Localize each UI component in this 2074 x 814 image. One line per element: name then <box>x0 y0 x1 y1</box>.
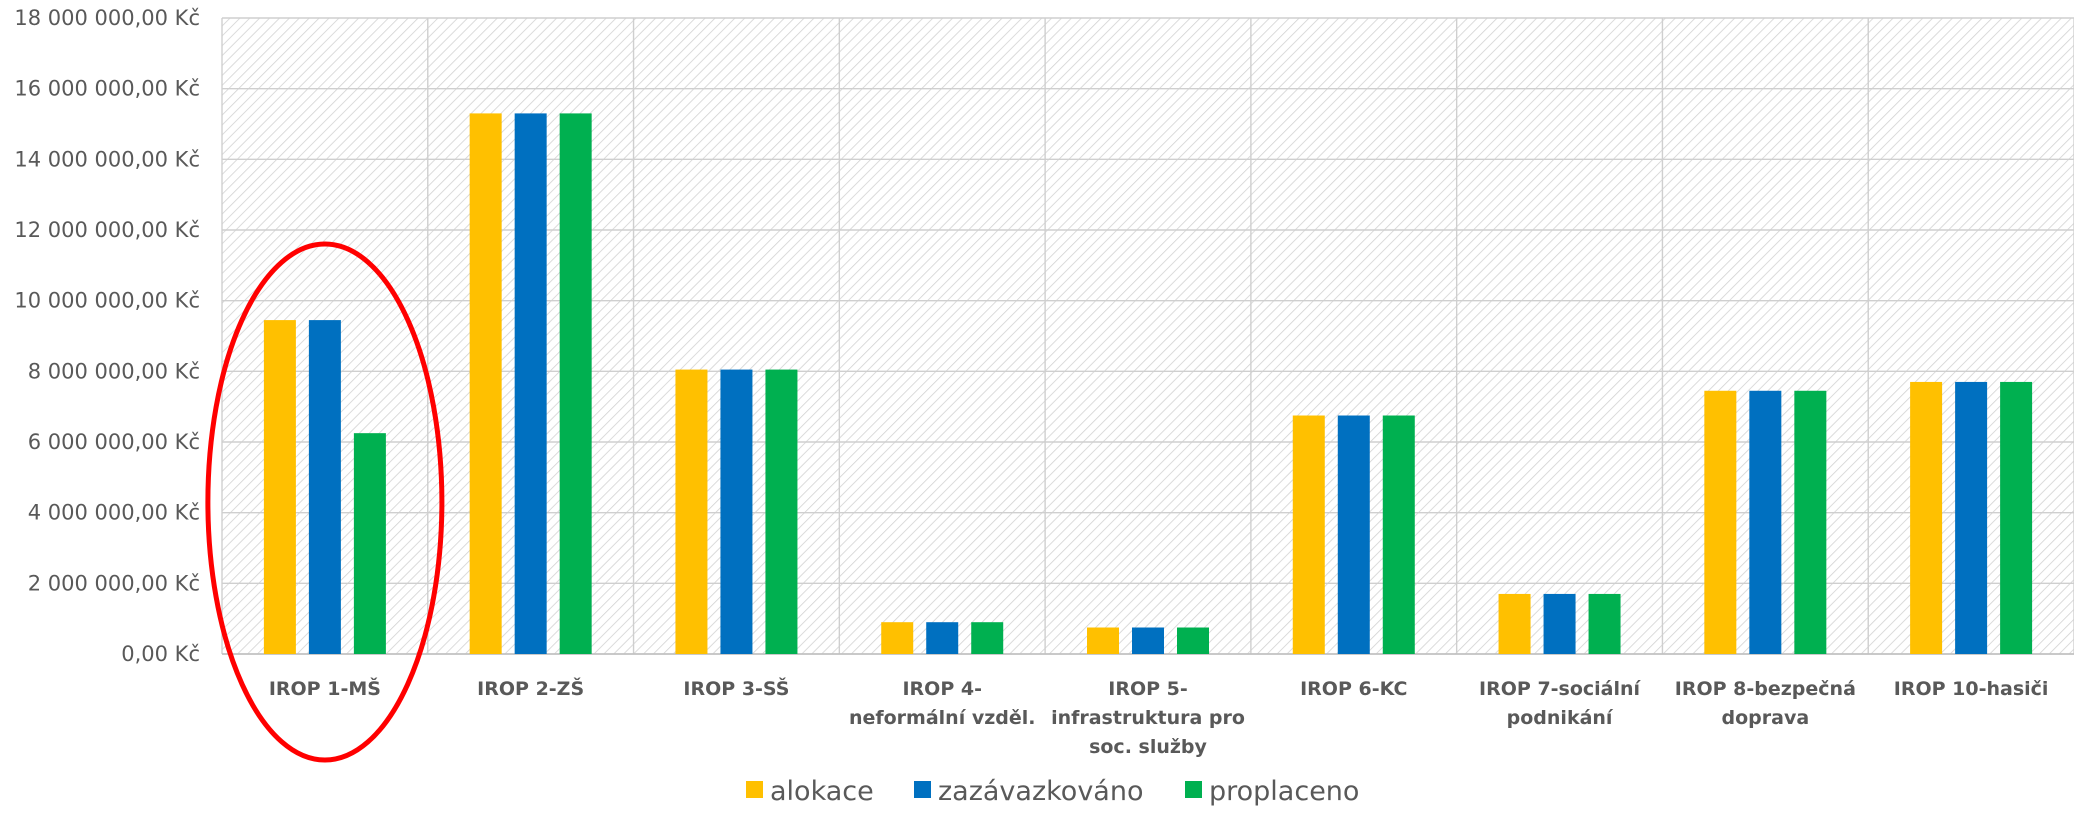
legend: alokace zazávazkováno proplaceno <box>746 776 1359 807</box>
bar-alokace-0 <box>263 320 296 654</box>
bar-proplaceno-8 <box>2000 381 2033 654</box>
bar-proplaceno-7 <box>1794 390 1827 654</box>
y-tick-label: 6 000 000,00 Kč <box>28 430 200 454</box>
bar-zazávazkováno-1 <box>514 113 547 654</box>
legend-label: proplaceno <box>1209 776 1359 807</box>
y-tick-label: 4 000 000,00 Kč <box>28 501 200 525</box>
x-tick-label: IROP 6-KC <box>1300 678 1407 700</box>
bar-zazávazkováno-4 <box>1132 627 1164 654</box>
bar-alokace-3 <box>881 622 914 654</box>
legend-swatch-zazávazkováno <box>914 781 931 798</box>
bar-proplaceno-4 <box>1177 627 1209 654</box>
bar-proplaceno-2 <box>765 369 798 654</box>
legend-label: alokace <box>770 776 874 807</box>
bars <box>263 113 2033 654</box>
bar-proplaceno-5 <box>1382 415 1415 654</box>
bar-alokace-2 <box>675 369 708 654</box>
bar-proplaceno-1 <box>559 113 592 654</box>
x-tick-label: IROP 10-hasiči <box>1894 678 2049 700</box>
bar-proplaceno-3 <box>971 622 1004 654</box>
legend-swatch-proplaceno <box>1185 781 1202 798</box>
x-tick-label: podnikání <box>1507 707 1614 729</box>
bar-zazávazkováno-0 <box>308 320 341 654</box>
x-tick-label: soc. služby <box>1089 736 1207 758</box>
y-tick-label: 16 000 000,00 Kč <box>14 77 200 101</box>
y-tick-label: 0,00 Kč <box>121 642 200 666</box>
bar-zazávazkováno-7 <box>1749 390 1782 654</box>
y-axis-tick-labels: 0,00 Kč 2 000 000,00 Kč 4 000 000,00 Kč 6 0… <box>14 6 200 666</box>
y-tick-label: 12 000 000,00 Kč <box>14 218 200 242</box>
y-tick-label: 8 000 000,00 Kč <box>28 359 200 383</box>
x-tick-label: IROP 5- <box>1108 678 1188 700</box>
y-tick-label: 2 000 000,00 Kč <box>28 571 200 595</box>
y-tick-label: 14 000 000,00 Kč <box>14 147 200 171</box>
x-tick-label: IROP 8-bezpečná <box>1675 678 1856 700</box>
x-tick-label: doprava <box>1722 707 1810 729</box>
bar-alokace-6 <box>1498 593 1531 654</box>
x-tick-label: IROP 2-ZŠ <box>477 676 584 700</box>
x-tick-label: infrastruktura pro <box>1051 707 1245 729</box>
bar-zazávazkováno-3 <box>926 622 959 654</box>
bar-proplaceno-6 <box>1588 593 1621 654</box>
x-tick-label: IROP 3-SŠ <box>683 676 789 700</box>
x-tick-label: IROP 7-sociální <box>1479 678 1641 700</box>
x-tick-label: IROP 4- <box>902 678 982 700</box>
x-axis-tick-labels: IROP 1-MŠ IROP 2-ZŠ IROP 3-SŠ IROP 4- neform… <box>269 676 2049 758</box>
bar-zazávazkováno-2 <box>720 369 753 654</box>
legend-label: zazávazkováno <box>938 776 1143 807</box>
bar-zazávazkováno-8 <box>1955 381 1988 654</box>
annotation <box>205 241 445 763</box>
bar-alokace-5 <box>1292 415 1325 654</box>
bar-zazávazkováno-6 <box>1543 593 1576 654</box>
bar-alokace-4 <box>1087 627 1119 654</box>
y-tick-label: 18 000 000,00 Kč <box>14 6 200 30</box>
bar-alokace-8 <box>1910 381 1943 654</box>
x-tick-label: neformální vzděl. <box>849 707 1036 729</box>
y-tick-label: 10 000 000,00 Kč <box>14 289 200 313</box>
bar-alokace-1 <box>469 113 502 654</box>
x-tick-label: IROP 1-MŠ <box>269 676 381 700</box>
legend-swatch-alokace <box>746 781 763 798</box>
bar-alokace-7 <box>1704 390 1737 654</box>
bar-proplaceno-0 <box>353 433 386 654</box>
bar-zazávazkováno-5 <box>1337 415 1370 654</box>
highlight-ellipse <box>205 241 445 763</box>
